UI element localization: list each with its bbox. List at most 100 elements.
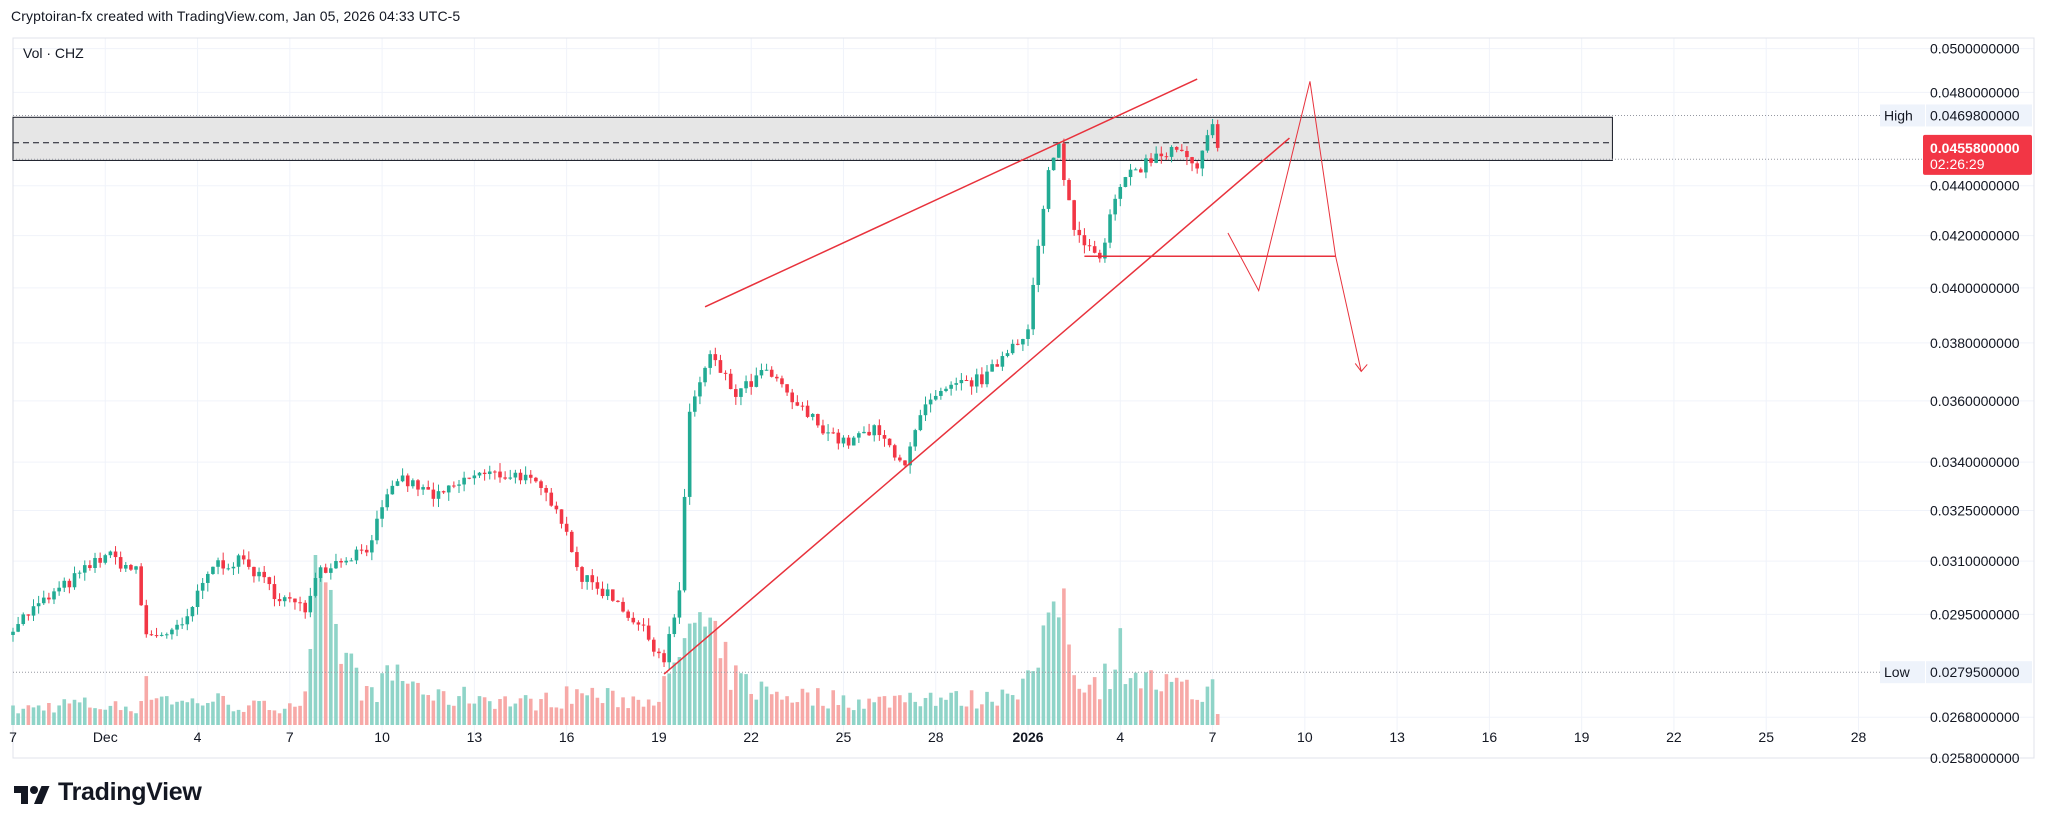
volume-bar: [247, 705, 251, 725]
candle-body: [298, 602, 302, 604]
wedge-upper-line: [704, 78, 1198, 308]
candle-body: [1195, 163, 1199, 169]
volume-bar: [1056, 617, 1061, 725]
candle-body: [898, 457, 902, 461]
volume-bar: [477, 696, 482, 725]
volume-bar: [559, 708, 564, 725]
price-tick-label: 0.0310000000: [1930, 553, 2020, 569]
volume-bar: [641, 706, 646, 725]
candle-body: [334, 561, 338, 569]
resistance-zone-box: [12, 116, 1613, 161]
candle-body: [723, 372, 728, 374]
candle-body: [267, 577, 272, 585]
volume-bar: [682, 638, 687, 725]
candle-body: [995, 364, 1000, 367]
volume-bar: [72, 699, 77, 725]
candle-body: [139, 566, 143, 606]
candle-body: [554, 505, 559, 510]
candle-body: [1021, 338, 1025, 345]
volume-bar: [1072, 675, 1076, 725]
volume-bar: [211, 701, 215, 725]
candle-body: [452, 485, 456, 487]
volume-bar: [226, 704, 231, 725]
candle-body: [1123, 177, 1128, 187]
volume-bar: [621, 697, 625, 725]
candle-body: [1026, 329, 1030, 339]
candle-body: [805, 405, 810, 417]
volume-bar: [795, 702, 800, 725]
volume-bar: [47, 702, 51, 725]
candle-body: [1200, 150, 1205, 169]
time-tick-label: 13: [1389, 729, 1405, 745]
price-tick-label: 0.0500000000: [1930, 41, 2020, 57]
candle-body: [1185, 150, 1189, 158]
volume-bar: [339, 663, 343, 725]
volume-bar: [898, 695, 902, 725]
volume-bar: [411, 681, 415, 725]
volume-bar: [539, 699, 543, 725]
chart-attribution: Cryptoiran-fx created with TradingView.c…: [11, 8, 461, 24]
volume-bar: [857, 699, 861, 725]
volume-bar: [200, 705, 205, 725]
volume-bar: [1123, 684, 1128, 725]
volume-bar: [1051, 601, 1056, 725]
volume-bar: [944, 699, 948, 725]
candle-body: [21, 614, 26, 625]
volume-bar: [595, 697, 600, 725]
candle-body: [913, 430, 918, 447]
candle-body: [144, 605, 149, 635]
volume-bar: [1205, 686, 1210, 725]
volume-bar: [913, 701, 918, 725]
volume-bar: [159, 696, 164, 725]
brand-name: TradingView: [58, 778, 202, 806]
candle-body: [98, 557, 102, 563]
tradingview-brand[interactable]: TradingView: [14, 778, 202, 807]
volume-bar: [57, 705, 61, 725]
candle-body: [862, 431, 866, 434]
volume-bar: [370, 687, 374, 725]
volume-bar: [1180, 681, 1184, 725]
price-countdown: 02:26:29: [1930, 156, 1985, 172]
candle-body: [503, 477, 507, 479]
candle-body: [1180, 149, 1184, 151]
low-tag: Low: [1884, 664, 1911, 680]
candle-body: [590, 575, 595, 583]
candle-body: [703, 367, 707, 383]
candle-body: [964, 379, 969, 381]
volume-bar: [785, 696, 789, 725]
volume-bar: [282, 708, 287, 725]
wedge-lower-line: [663, 137, 1290, 675]
candle-body: [113, 551, 118, 558]
volume-bar: [703, 626, 707, 725]
candle-body: [129, 564, 133, 570]
volume-bar: [129, 711, 133, 725]
candle-body: [790, 392, 794, 403]
candle-body: [892, 445, 897, 458]
candle-body: [31, 606, 36, 616]
candle-body: [1010, 343, 1015, 354]
candle-body: [564, 523, 569, 532]
time-tick-label: 13: [467, 729, 483, 745]
candle-body: [226, 568, 231, 570]
candle-body: [687, 411, 692, 497]
volume-bar: [964, 706, 969, 725]
volume-bar: [616, 707, 620, 725]
volume-bar: [923, 697, 928, 725]
volume-bar: [764, 686, 769, 725]
candle-body: [11, 631, 15, 635]
candle-body: [928, 399, 933, 405]
volume-bar: [503, 696, 507, 725]
candle-body: [247, 559, 251, 567]
candle-body: [877, 425, 882, 436]
volume-bar: [190, 698, 195, 725]
volume-bar: [93, 708, 97, 725]
volume-bar: [195, 703, 200, 725]
price-tick-label: 0.0258000000: [1930, 750, 2020, 766]
volume-bar: [113, 701, 118, 725]
volume-bar: [77, 702, 82, 725]
volume-bar: [759, 681, 764, 725]
volume-bar: [590, 687, 595, 725]
candle-body: [887, 438, 892, 446]
volume-bar: [754, 699, 759, 725]
